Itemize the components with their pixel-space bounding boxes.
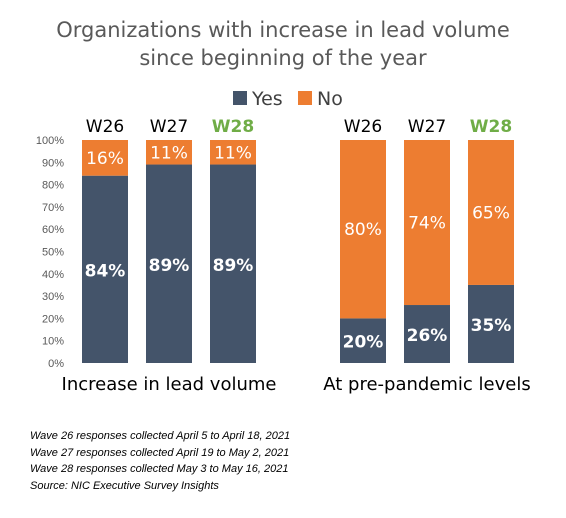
legend-swatch-yes (233, 91, 247, 105)
footnote-source: Source: NIC Executive Survey Insights (30, 479, 219, 492)
data-label-no: 74% (408, 214, 446, 234)
data-label-yes: 89% (213, 256, 254, 276)
stacked-bar-chart: Yes No 0% 10% 20% 30% 40% 50% 60% 70% 80% 90% 100% 84… (36, 88, 531, 395)
bar-yes (468, 284, 514, 363)
y-tick-label: 60% (42, 224, 64, 236)
data-label-yes: 26% (407, 326, 448, 346)
category-label: W28 (212, 117, 254, 137)
data-label-no: 80% (344, 220, 382, 240)
group-label: Increase in lead volume (62, 374, 277, 395)
category-label: W28 (470, 117, 512, 137)
data-label-no: 16% (86, 149, 124, 169)
category-label: W26 (86, 117, 124, 137)
legend-label-yes: Yes (251, 88, 283, 110)
y-tick-label: 70% (42, 202, 64, 214)
data-label-no: 65% (472, 203, 510, 223)
bar-no (340, 140, 386, 319)
data-label-yes: 35% (471, 316, 512, 336)
data-label-yes: 20% (343, 333, 384, 353)
y-tick-label: 30% (42, 291, 64, 303)
footnotes: Wave 26 responses collected April 5 to A… (30, 428, 290, 494)
chart-title-line-2: since beginning of the year (139, 46, 427, 70)
category-label: W27 (408, 117, 446, 137)
legend-swatch-no (298, 91, 312, 105)
data-label-yes: 89% (149, 256, 190, 276)
bar-yes (404, 305, 450, 363)
data-label-no: 11% (150, 143, 188, 163)
bar-no (404, 140, 450, 306)
bar-yes (210, 164, 256, 363)
bar-yes (82, 175, 128, 363)
data-label-yes: 84% (85, 261, 126, 281)
bar-no (82, 140, 128, 176)
bar-no (468, 140, 514, 285)
y-tick-label: 0% (48, 358, 64, 370)
legend-label-no: No (317, 88, 343, 110)
category-label: W26 (344, 117, 382, 137)
bar-no (210, 140, 256, 165)
y-tick-label: 90% (42, 157, 64, 169)
category-label: W27 (150, 117, 188, 137)
y-tick-label: 80% (42, 180, 64, 192)
bar-yes (146, 164, 192, 363)
y-tick-label: 100% (36, 135, 64, 147)
footnote-wave-27: Wave 27 responses collected April 19 to … (30, 446, 290, 459)
data-label-no: 11% (214, 143, 252, 163)
footnote-wave-26: Wave 26 responses collected April 5 to A… (30, 430, 291, 442)
y-tick-label: 20% (42, 313, 64, 325)
y-tick-label: 10% (42, 336, 64, 348)
bar-yes (340, 318, 386, 363)
footnote-wave-28: Wave 28 responses collected May 3 to May… (30, 463, 289, 475)
group-label: At pre-pandemic levels (323, 374, 530, 395)
y-tick-label: 40% (42, 269, 64, 281)
y-tick-label: 50% (42, 247, 64, 259)
chart-title-line-1: Organizations with increase in lead volu… (56, 18, 510, 42)
bar-no (146, 140, 192, 165)
